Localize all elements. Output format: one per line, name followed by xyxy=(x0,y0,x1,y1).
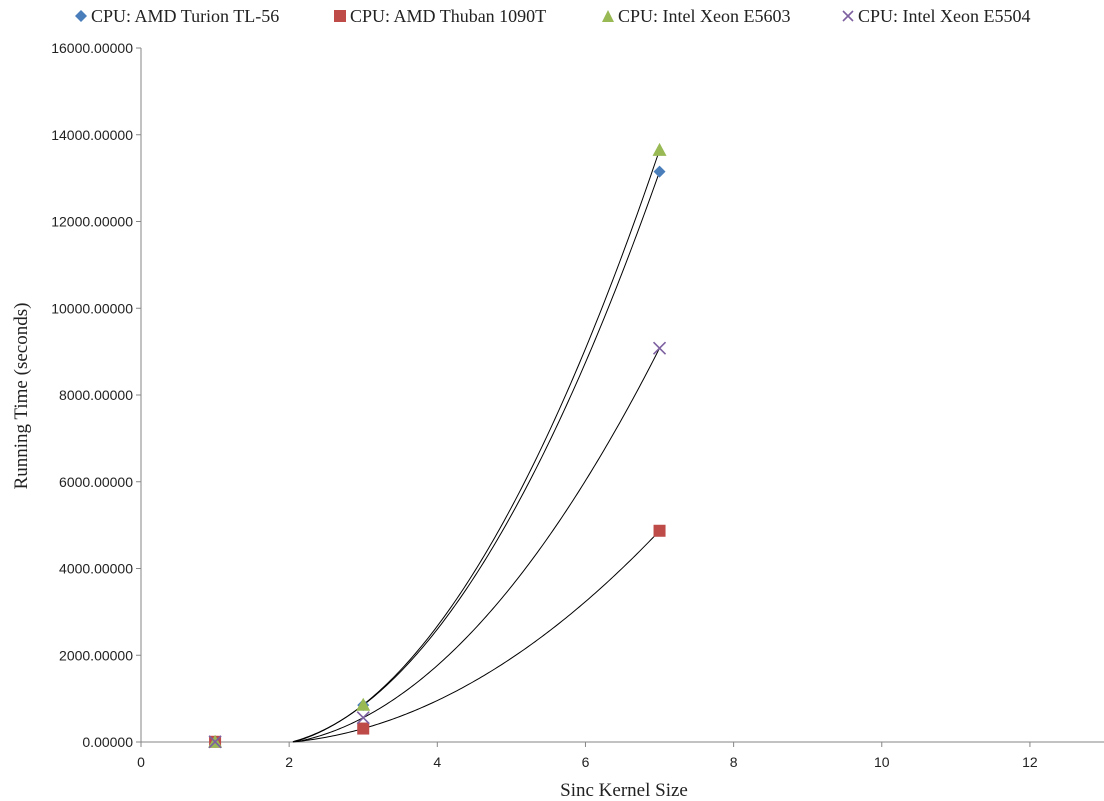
y-tick-label: 16000.00000 xyxy=(51,40,133,56)
y-tick-label: 10000.00000 xyxy=(51,300,133,316)
trendline-series-2 xyxy=(294,149,661,743)
legend-label: CPU: AMD Thuban 1090T xyxy=(350,5,547,26)
x-tick-label: 10 xyxy=(874,754,890,770)
x-tick-label: 0 xyxy=(137,754,145,770)
legend-item-thuban: CPU: AMD Thuban 1090T xyxy=(333,4,546,28)
diamond-icon xyxy=(75,10,87,22)
x-tick-label: 12 xyxy=(1022,754,1038,770)
chart-legend: CPU: AMD Turion TL-56 CPU: AMD Thuban 10… xyxy=(0,4,1104,30)
point-series-3-2 xyxy=(652,341,667,355)
point-series-1-2 xyxy=(653,524,666,537)
x-tick-label: 6 xyxy=(582,754,590,770)
x-marker-icon xyxy=(842,10,854,22)
trendline-series-0 xyxy=(292,171,661,743)
point-series-1-1 xyxy=(357,722,370,735)
legend-item-xeon-e5603: CPU: Intel Xeon E5603 xyxy=(601,4,791,28)
y-tick-label: 6000.00000 xyxy=(59,474,133,490)
y-tick-label: 4000.00000 xyxy=(59,561,133,577)
y-axis-title: Running Time (seconds) xyxy=(11,303,32,490)
data-markers xyxy=(208,142,667,749)
y-tick-label: 14000.00000 xyxy=(51,127,133,143)
x-axis-title: Sinc Kernel Size xyxy=(560,780,688,801)
point-series-3-1 xyxy=(356,711,370,725)
legend-item-xeon-e5504: CPU: Intel Xeon E5504 xyxy=(841,4,1031,28)
trendline-series-1 xyxy=(292,530,660,743)
x-tick-label: 2 xyxy=(285,754,293,770)
y-tick-label: 8000.00000 xyxy=(59,387,133,403)
point-series-0-2 xyxy=(653,165,666,178)
legend-label: CPU: Intel Xeon E5504 xyxy=(858,5,1031,26)
point-series-2-2 xyxy=(652,142,667,156)
trendlines xyxy=(292,149,661,743)
x-tick-label: 8 xyxy=(730,754,738,770)
y-tick-label: 0.00000 xyxy=(82,734,133,750)
axes: 0.00000 2000.00000 4000.00000 6000.00000 800… xyxy=(51,40,1104,770)
trendline-series-3 xyxy=(297,347,660,743)
legend-label: CPU: Intel Xeon E5603 xyxy=(618,5,791,26)
square-icon xyxy=(334,10,346,22)
y-tick-label: 12000.00000 xyxy=(51,214,133,230)
legend-item-turion: CPU: AMD Turion TL-56 xyxy=(74,4,279,28)
point-series-3-0 xyxy=(208,735,222,749)
y-tick-label: 2000.00000 xyxy=(59,647,133,663)
legend-label: CPU: AMD Turion TL-56 xyxy=(91,5,280,26)
x-tick-label: 4 xyxy=(433,754,441,770)
triangle-icon xyxy=(602,10,614,22)
point-series-2-1 xyxy=(356,697,371,711)
